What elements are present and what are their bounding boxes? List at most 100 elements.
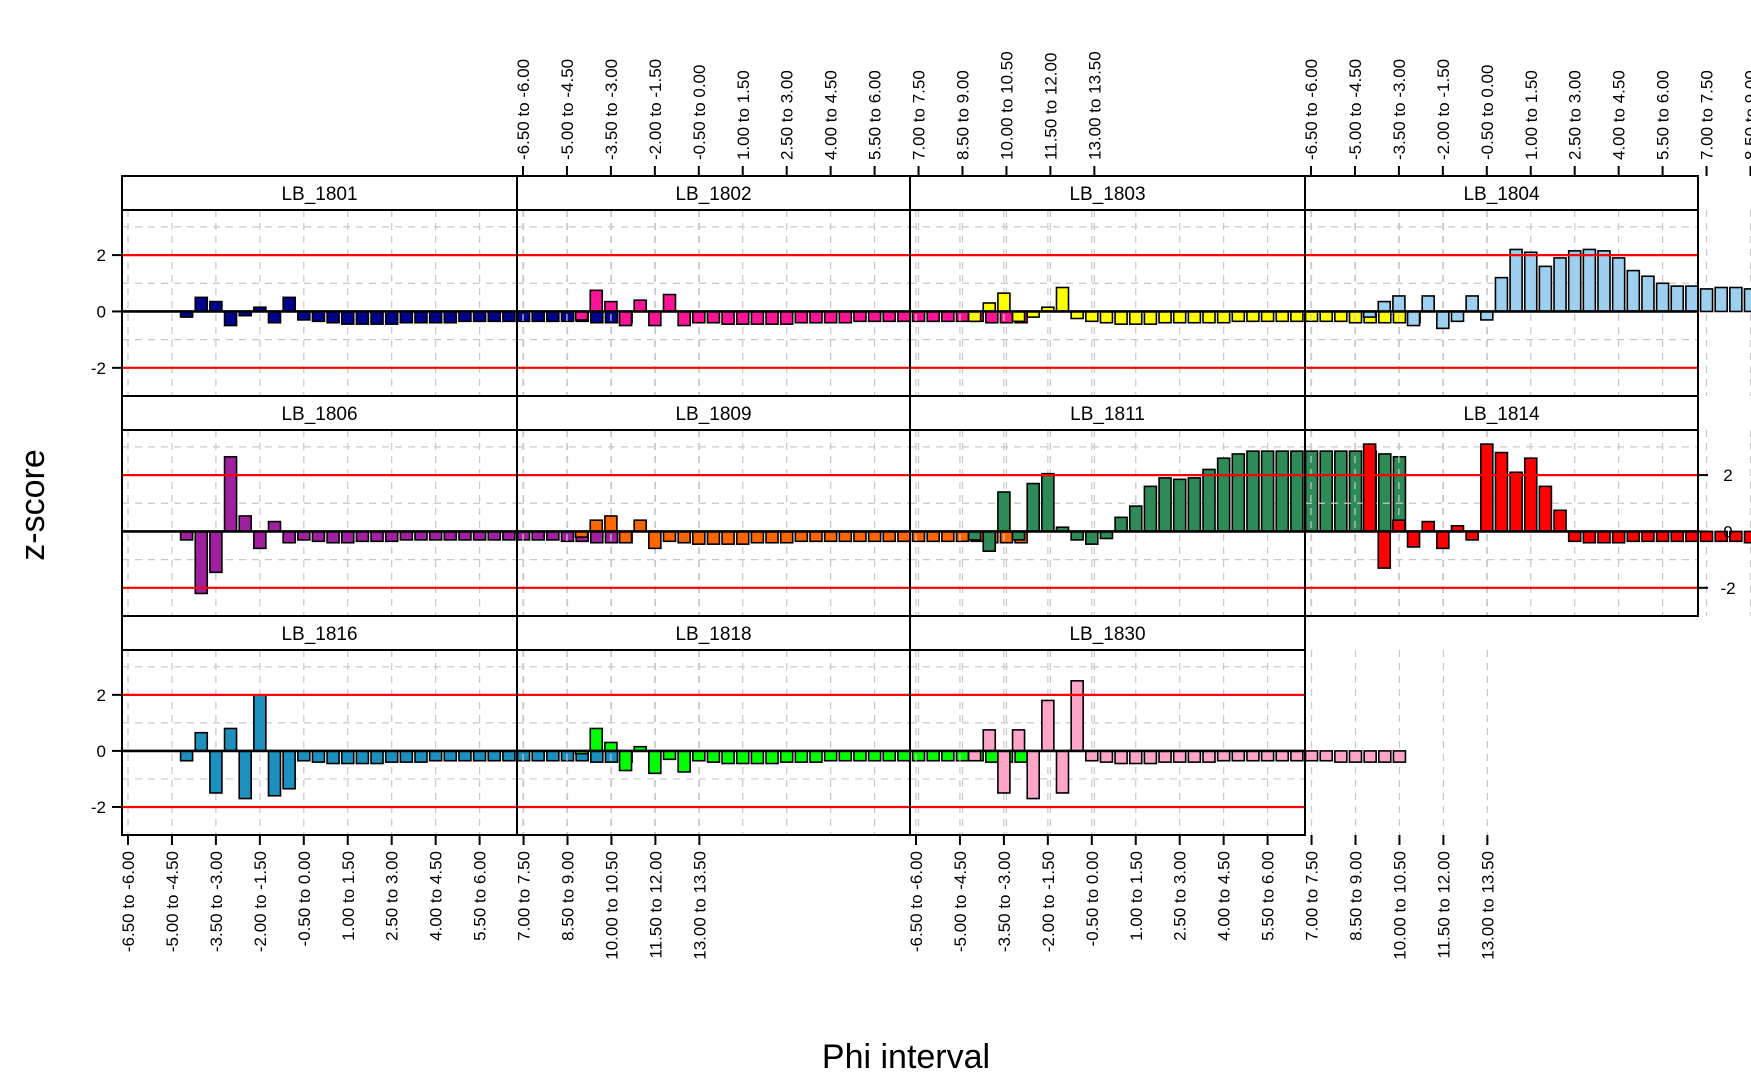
bar — [589, 289, 604, 313]
bar — [809, 750, 823, 763]
bar — [1406, 310, 1421, 327]
bar — [1260, 750, 1275, 762]
bar — [911, 530, 926, 543]
bar — [1143, 485, 1158, 533]
bar — [882, 750, 897, 762]
bar — [1231, 453, 1246, 533]
bar — [1304, 450, 1319, 533]
bar — [1055, 286, 1070, 313]
strip-label: LB_1803 — [1069, 184, 1145, 205]
x-tick-label: 4.00 to 4.50 — [427, 851, 446, 941]
bar — [1319, 450, 1333, 533]
bar — [794, 530, 809, 543]
bar — [984, 310, 999, 324]
bar — [691, 530, 706, 545]
bar — [721, 750, 735, 765]
bar — [618, 530, 633, 544]
bar — [838, 310, 853, 324]
bar — [941, 530, 955, 543]
x-tick-label: 10.00 to 10.50 — [997, 51, 1016, 160]
bar — [691, 750, 706, 762]
x-tick-label: -5.00 to -4.50 — [558, 59, 577, 160]
panel-LB_1803: LB_1803 — [909, 175, 1488, 397]
bar — [1246, 750, 1260, 762]
bar — [1567, 530, 1582, 543]
bar — [1597, 250, 1611, 313]
axes: -2 0 2 -2 0 2 -2 0 2 -6.50 to -6.00 -5.00 to -4.50… — [91, 51, 1751, 960]
bar — [867, 530, 882, 543]
bar — [809, 530, 823, 543]
bar — [209, 750, 223, 794]
bar — [1216, 310, 1231, 324]
bar — [238, 750, 252, 800]
x-tick-label: 5.50 to 6.00 — [471, 851, 490, 941]
bar — [1246, 450, 1260, 533]
bar — [1421, 295, 1435, 313]
bar — [326, 310, 340, 324]
bar — [604, 515, 618, 533]
y-tick-label: 0 — [97, 302, 106, 321]
bar — [589, 310, 604, 324]
x-tick-label: -3.50 to -3.00 — [602, 59, 621, 160]
bar — [618, 310, 633, 327]
x-tick-label: -2.00 to -1.50 — [1434, 59, 1453, 160]
y-tick-label: -2 — [91, 798, 106, 817]
y-tick-label: -2 — [1720, 579, 1735, 598]
bar — [1275, 750, 1290, 762]
bar — [355, 750, 370, 765]
bar — [1348, 450, 1363, 533]
bar — [1128, 505, 1143, 533]
bar — [267, 310, 282, 324]
bar — [531, 310, 546, 323]
bar — [999, 310, 1014, 324]
strip-label: LB_1818 — [675, 624, 751, 645]
bar — [941, 310, 955, 323]
bar — [941, 750, 955, 762]
bar — [282, 296, 296, 313]
x-tick-label: 11.50 to 12.00 — [1041, 53, 1060, 160]
x-tick-label: -0.50 to 0.00 — [690, 65, 709, 160]
bar — [472, 310, 487, 323]
bar — [472, 750, 487, 762]
panels: LB_1801 LB_1802 LB_1803 LB_1804 LB_1806 LB_18… — [121, 175, 1751, 836]
bar — [750, 310, 765, 325]
x-tick-label: 1.00 to 1.50 — [1127, 851, 1146, 941]
bar — [838, 530, 853, 543]
x-tick-label: 2.50 to 3.00 — [383, 851, 402, 941]
bar — [1260, 310, 1275, 323]
strip-LB_1806 — [121, 395, 518, 431]
bar — [1319, 310, 1333, 323]
x-tick-label: 7.00 to 7.50 — [1698, 70, 1717, 160]
bar — [1436, 530, 1450, 550]
bar — [794, 310, 809, 324]
x-tick-label: 10.00 to 10.50 — [1390, 851, 1409, 960]
x-tick-label: 8.50 to 9.00 — [1742, 70, 1751, 160]
x-tick-label: -3.50 to -3.00 — [1390, 59, 1409, 160]
bar — [967, 310, 982, 323]
y-tick-label: -2 — [91, 359, 106, 378]
bar — [282, 530, 296, 544]
x-tick-label: -2.00 to -1.50 — [251, 851, 270, 952]
bar — [677, 750, 691, 773]
x-tick-label: -0.50 to 0.00 — [295, 851, 314, 946]
x-tick-label: -3.50 to -3.00 — [995, 851, 1014, 952]
bar — [209, 300, 223, 313]
bar — [1114, 750, 1128, 765]
x-tick-label: 1.00 to 1.50 — [339, 851, 358, 941]
bar — [984, 750, 999, 763]
bar — [955, 310, 970, 323]
bar — [735, 750, 750, 765]
bar — [926, 530, 941, 543]
bar — [399, 310, 414, 324]
bar — [809, 310, 823, 324]
x-tick-label: 1.00 to 1.50 — [1522, 70, 1541, 160]
x-tick-label: 8.50 to 9.00 — [954, 70, 973, 160]
bar — [1231, 310, 1246, 323]
bar — [370, 310, 384, 325]
bar — [604, 300, 618, 313]
bar — [267, 520, 282, 533]
bar — [911, 310, 926, 323]
bar — [648, 750, 662, 775]
bar — [1172, 310, 1187, 324]
bar — [1172, 478, 1187, 533]
